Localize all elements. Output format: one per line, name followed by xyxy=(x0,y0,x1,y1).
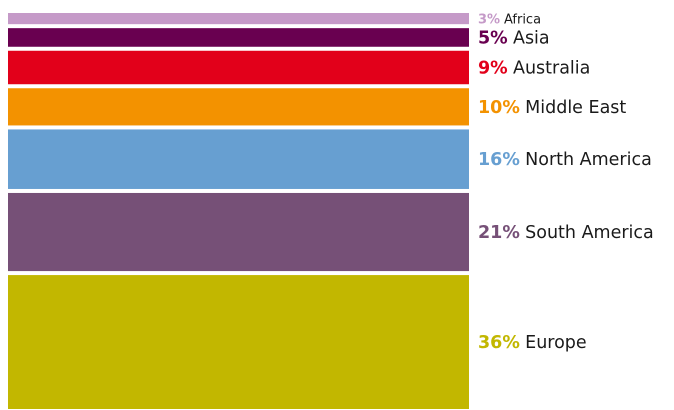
segment-label: 3% Africa xyxy=(478,12,541,27)
segment-label: 21% South America xyxy=(478,223,654,243)
value-label: 16% xyxy=(478,150,520,170)
category-label: Africa xyxy=(504,12,541,27)
category-label: Australia xyxy=(513,59,590,79)
value-label: 36% xyxy=(478,333,520,353)
value-label: 10% xyxy=(478,98,520,118)
value-label: 9% xyxy=(478,59,508,79)
segment xyxy=(8,13,469,25)
category-label: Europe xyxy=(525,333,587,353)
segment-label: 5% Asia xyxy=(478,28,550,48)
value-label: 5% xyxy=(478,28,508,48)
segment xyxy=(8,88,469,126)
segment-label: 9% Australia xyxy=(478,59,590,79)
value-label: 21% xyxy=(478,223,520,243)
segment-label: 16% North America xyxy=(478,150,652,170)
category-label: Asia xyxy=(513,28,550,48)
segment xyxy=(8,129,469,189)
segment-label: 36% Europe xyxy=(478,333,587,353)
segment-label: 10% Middle East xyxy=(478,98,626,118)
category-label: Middle East xyxy=(525,98,626,118)
value-label: 3% xyxy=(478,12,500,27)
category-label: North America xyxy=(525,150,652,170)
category-label: South America xyxy=(525,223,654,243)
segment xyxy=(8,28,469,47)
segment xyxy=(8,192,469,272)
segment xyxy=(8,275,469,409)
segment xyxy=(8,50,469,85)
